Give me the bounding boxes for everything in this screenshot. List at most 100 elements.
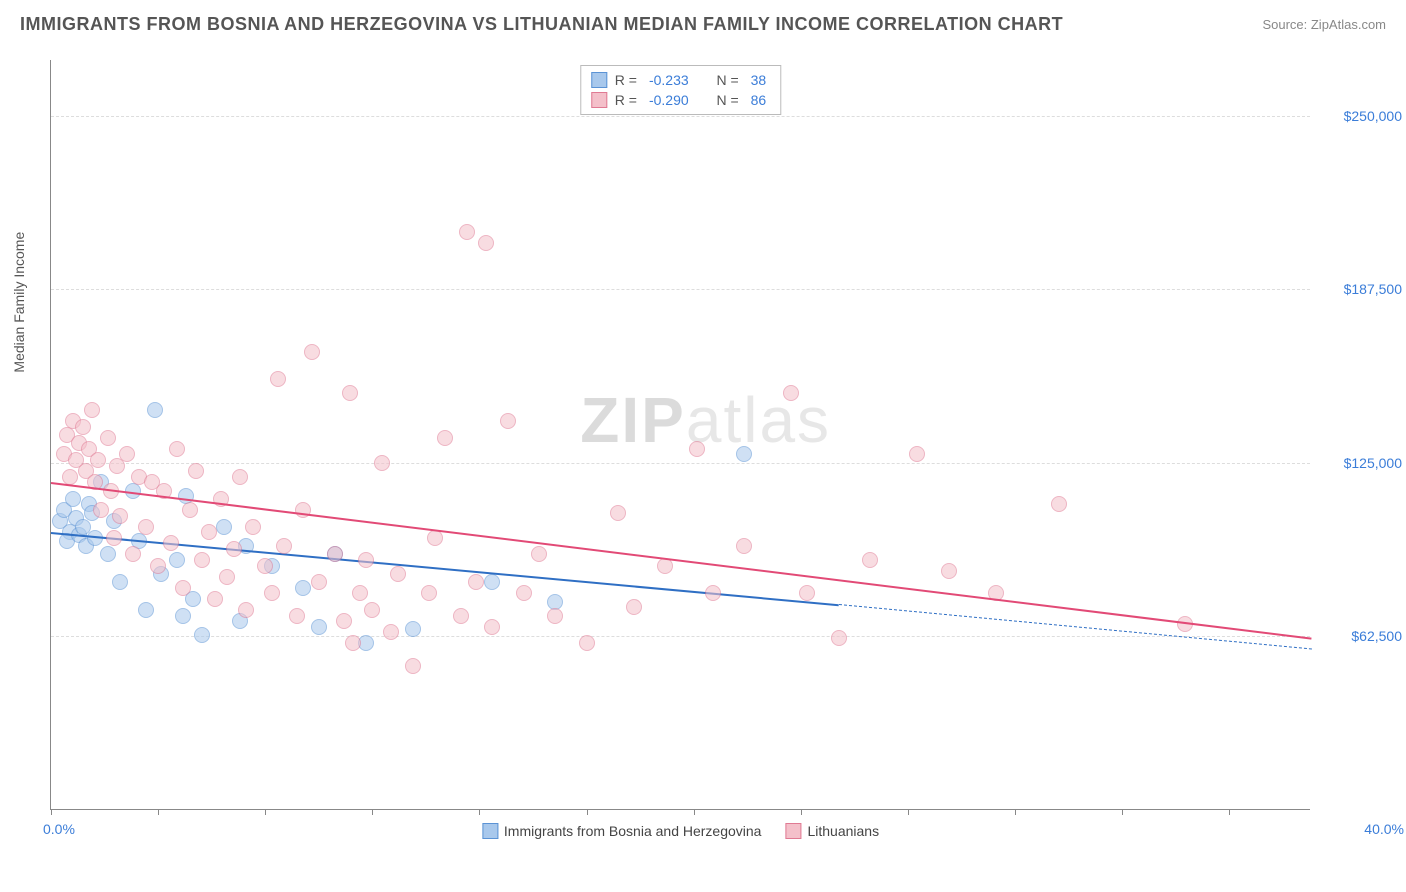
legend: Immigrants from Bosnia and Herzegovina Li… bbox=[482, 823, 879, 839]
x-axis-tick bbox=[1015, 809, 1016, 815]
r-label: R = bbox=[615, 92, 637, 108]
data-point bbox=[65, 491, 81, 507]
data-point bbox=[75, 419, 91, 435]
y-axis-tick-label: $187,500 bbox=[1344, 281, 1402, 297]
data-point bbox=[163, 535, 179, 551]
data-point bbox=[175, 608, 191, 624]
data-point bbox=[626, 599, 642, 615]
data-point bbox=[138, 519, 154, 535]
data-point bbox=[257, 558, 273, 574]
data-point bbox=[147, 402, 163, 418]
gridline bbox=[51, 289, 1310, 290]
data-point bbox=[169, 441, 185, 457]
r-value: -0.290 bbox=[649, 92, 689, 108]
data-point bbox=[516, 585, 532, 601]
y-axis-tick-label: $62,500 bbox=[1351, 628, 1402, 644]
data-point bbox=[150, 558, 166, 574]
legend-item: Lithuanians bbox=[785, 823, 879, 839]
data-point bbox=[1051, 496, 1067, 512]
data-point bbox=[500, 413, 516, 429]
data-point bbox=[119, 446, 135, 462]
r-value: -0.233 bbox=[649, 72, 689, 88]
legend-swatch bbox=[482, 823, 498, 839]
data-point bbox=[405, 658, 421, 674]
data-point bbox=[478, 235, 494, 251]
n-label: N = bbox=[716, 72, 738, 88]
y-axis-title: Median Family Income bbox=[11, 231, 27, 372]
x-axis-tick bbox=[908, 809, 909, 815]
x-axis-tick bbox=[587, 809, 588, 815]
data-point bbox=[295, 580, 311, 596]
data-point bbox=[374, 455, 390, 471]
data-point bbox=[345, 635, 361, 651]
data-point bbox=[468, 574, 484, 590]
legend-item: Immigrants from Bosnia and Herzegovina bbox=[482, 823, 762, 839]
x-axis-tick bbox=[1229, 809, 1230, 815]
data-point bbox=[219, 569, 235, 585]
data-point bbox=[358, 552, 374, 568]
gridline bbox=[51, 636, 1310, 637]
stats-row: R = -0.290 N = 86 bbox=[591, 90, 770, 110]
data-point bbox=[364, 602, 380, 618]
data-point bbox=[311, 619, 327, 635]
x-axis-tick bbox=[1122, 809, 1123, 815]
data-point bbox=[421, 585, 437, 601]
data-point bbox=[125, 546, 141, 562]
x-axis-tick bbox=[265, 809, 266, 815]
data-point bbox=[62, 469, 78, 485]
data-point bbox=[100, 430, 116, 446]
data-point bbox=[531, 546, 547, 562]
data-point bbox=[90, 452, 106, 468]
data-point bbox=[484, 619, 500, 635]
data-point bbox=[705, 585, 721, 601]
data-point bbox=[862, 552, 878, 568]
data-point bbox=[169, 552, 185, 568]
r-label: R = bbox=[615, 72, 637, 88]
data-point bbox=[138, 602, 154, 618]
data-point bbox=[201, 524, 217, 540]
data-point bbox=[342, 385, 358, 401]
data-point bbox=[270, 371, 286, 387]
data-point bbox=[405, 621, 421, 637]
data-point bbox=[311, 574, 327, 590]
n-value: 38 bbox=[751, 72, 767, 88]
data-point bbox=[216, 519, 232, 535]
data-point bbox=[799, 585, 815, 601]
x-axis-tick bbox=[372, 809, 373, 815]
data-point bbox=[264, 585, 280, 601]
data-point bbox=[352, 585, 368, 601]
data-point bbox=[188, 463, 204, 479]
scatter-chart: Median Family Income ZIPatlas R = -0.233… bbox=[50, 60, 1310, 810]
data-point bbox=[909, 446, 925, 462]
legend-swatch bbox=[785, 823, 801, 839]
data-point bbox=[941, 563, 957, 579]
data-point bbox=[484, 574, 500, 590]
data-point bbox=[112, 574, 128, 590]
source-label: Source: ZipAtlas.com bbox=[1262, 17, 1386, 32]
data-point bbox=[182, 502, 198, 518]
data-point bbox=[238, 602, 254, 618]
data-point bbox=[289, 608, 305, 624]
gridline bbox=[51, 116, 1310, 117]
y-axis-tick-label: $250,000 bbox=[1344, 108, 1402, 124]
data-point bbox=[232, 469, 248, 485]
data-point bbox=[383, 624, 399, 640]
correlation-stats-box: R = -0.233 N = 38 R = -0.290 N = 86 bbox=[580, 65, 781, 115]
regression-line-extrapolated bbox=[838, 604, 1311, 649]
data-point bbox=[276, 538, 292, 554]
n-label: N = bbox=[716, 92, 738, 108]
chart-title: IMMIGRANTS FROM BOSNIA AND HERZEGOVINA V… bbox=[20, 14, 1063, 35]
series-swatch bbox=[591, 72, 607, 88]
data-point bbox=[100, 546, 116, 562]
x-axis-tick bbox=[479, 809, 480, 815]
data-point bbox=[689, 441, 705, 457]
data-point bbox=[736, 446, 752, 462]
n-value: 86 bbox=[751, 92, 767, 108]
data-point bbox=[112, 508, 128, 524]
data-point bbox=[453, 608, 469, 624]
series-swatch bbox=[591, 92, 607, 108]
data-point bbox=[610, 505, 626, 521]
y-axis-tick-label: $125,000 bbox=[1344, 455, 1402, 471]
data-point bbox=[736, 538, 752, 554]
x-axis-min-label: 0.0% bbox=[43, 821, 75, 837]
